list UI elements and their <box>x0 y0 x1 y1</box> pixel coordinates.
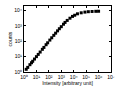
svg-text:10⁴: 10⁴ <box>70 74 78 80</box>
svg-text:10³: 10³ <box>15 23 23 29</box>
svg-text:10¹: 10¹ <box>33 74 41 80</box>
svg-text:10⁵: 10⁵ <box>82 74 90 80</box>
svg-text:10²: 10² <box>15 38 23 44</box>
svg-text:10²: 10² <box>45 74 53 80</box>
svg-text:Intensity [arbitrary unit]: Intensity [arbitrary unit] <box>42 80 93 86</box>
svg-text:10⁰: 10⁰ <box>20 74 28 80</box>
svg-text:10⁶: 10⁶ <box>95 74 103 80</box>
svg-text:10³: 10³ <box>58 74 66 80</box>
svg-text:10⁰: 10⁰ <box>14 69 22 75</box>
svg-text:10⁴: 10⁴ <box>14 7 22 13</box>
svg-text:10⁷: 10⁷ <box>107 74 115 80</box>
svg-text:10¹: 10¹ <box>15 53 23 59</box>
svg-text:counts: counts <box>7 31 13 46</box>
